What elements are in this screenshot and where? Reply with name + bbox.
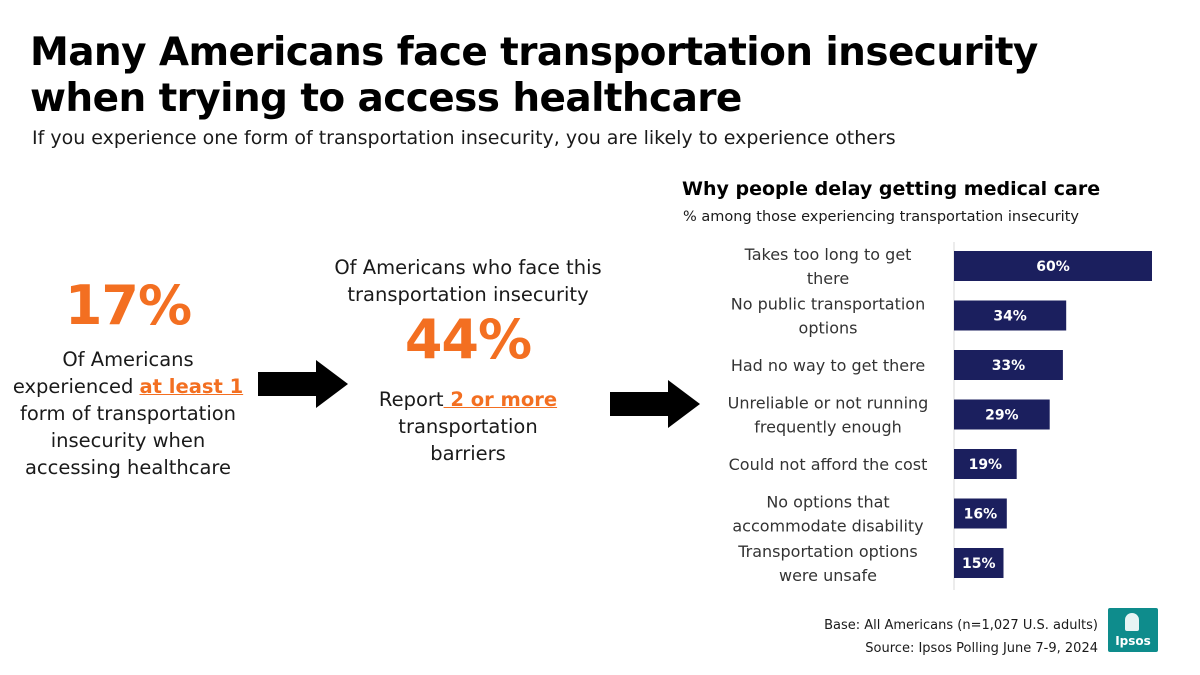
bar-value-label: 60% xyxy=(1036,259,1070,275)
bar xyxy=(954,350,1063,380)
stat-17-line1: Of Americans xyxy=(62,348,194,371)
category-label-line: options xyxy=(799,319,858,338)
ipsos-logo: Ipsos xyxy=(1108,608,1158,652)
stat-44-line1-pre: Report xyxy=(378,388,444,411)
stat-44-highlight: 2 or more xyxy=(443,388,558,411)
category-label: Had no way to get there xyxy=(731,356,925,375)
chart-subtitle: % among those experiencing transportatio… xyxy=(683,209,1079,225)
right-arrow-icon xyxy=(610,380,700,428)
footer-base: Base: All Americans (n=1,027 U.S. adults… xyxy=(824,618,1098,633)
stat-44-line2: transportation xyxy=(398,415,538,438)
footer-source: Source: Ipsos Polling June 7-9, 2024 xyxy=(865,641,1098,656)
category-label-line: Had no way to get there xyxy=(731,356,925,375)
bar xyxy=(954,498,1007,529)
bar-value-label: 34% xyxy=(993,309,1027,325)
bar-value-label: 16% xyxy=(964,507,998,523)
stat-44-intro1: Of Americans who face this xyxy=(334,256,602,279)
footer: Base: All Americans (n=1,027 U.S. adults… xyxy=(824,614,1098,660)
bar-value-label: 15% xyxy=(962,556,996,572)
category-label: Transportation options were unsafe xyxy=(737,542,918,585)
category-label: Could not afford the cost xyxy=(729,455,928,474)
right-arrow-icon xyxy=(258,360,348,408)
stat-17-line3: form of transportation xyxy=(19,402,237,425)
stat-44-text: Report 2 or more transportation barriers xyxy=(318,386,618,467)
category-label: No public transportation options xyxy=(731,295,925,338)
stat-44-intro2: transportation insecurity xyxy=(347,283,589,306)
category-label-line: No options that xyxy=(766,493,889,512)
logo-mark-icon xyxy=(1125,613,1139,631)
stat-44-line3: barriers xyxy=(430,442,506,465)
bar xyxy=(954,399,1050,430)
bar-value-label: 33% xyxy=(992,358,1026,374)
category-label: No options that accommodate disability xyxy=(732,493,923,536)
stat-17-highlight: at least 1 xyxy=(139,375,244,398)
category-label-line: Could not afford the cost xyxy=(729,455,928,474)
page-subtitle: If you experience one form of transporta… xyxy=(32,127,896,149)
stat-17-line2-pre: experienced xyxy=(12,375,140,398)
category-label-line: were unsafe xyxy=(779,566,877,585)
category-label-line: frequently enough xyxy=(754,418,901,437)
stat-17-value: 17% xyxy=(64,274,192,337)
stat-17-line5: accessing healthcare xyxy=(24,456,232,479)
category-label-line: accommodate disability xyxy=(732,517,923,536)
stat-17-text: Of Americans experienced at least 1 form… xyxy=(8,346,248,481)
stat-block-17: 17% Of Americans experienced at least 1 … xyxy=(8,276,248,481)
bar xyxy=(954,449,1017,479)
page-title: Many Americans face transportation insec… xyxy=(30,30,1038,121)
bar xyxy=(954,251,1152,281)
chart-title: Why people delay getting medical care xyxy=(682,178,1101,200)
category-label-line: Unreliable or not running xyxy=(728,394,929,413)
stat-block-44: Of Americans who face this transportatio… xyxy=(318,254,618,467)
bar xyxy=(954,300,1067,331)
bar-value-label: 29% xyxy=(985,408,1019,424)
bar-value-label: 19% xyxy=(969,457,1003,473)
category-label-line: Takes too long to get xyxy=(744,245,912,264)
stat-44-value: 44% xyxy=(404,308,532,371)
stat-17-line4: insecurity when xyxy=(50,429,206,452)
category-label: Unreliable or not running frequently enou… xyxy=(728,394,929,437)
category-label-line: No public transportation xyxy=(731,295,925,314)
bar xyxy=(954,548,1004,578)
stat-44-line1: Report 2 or more xyxy=(318,386,618,413)
category-label-line: there xyxy=(807,269,849,288)
logo-text: Ipsos xyxy=(1115,634,1151,648)
category-label: Takes too long to get there xyxy=(744,245,912,288)
category-label-line: Transportation options xyxy=(737,542,918,561)
stat-17-line2: experienced at least 1 xyxy=(8,373,248,400)
